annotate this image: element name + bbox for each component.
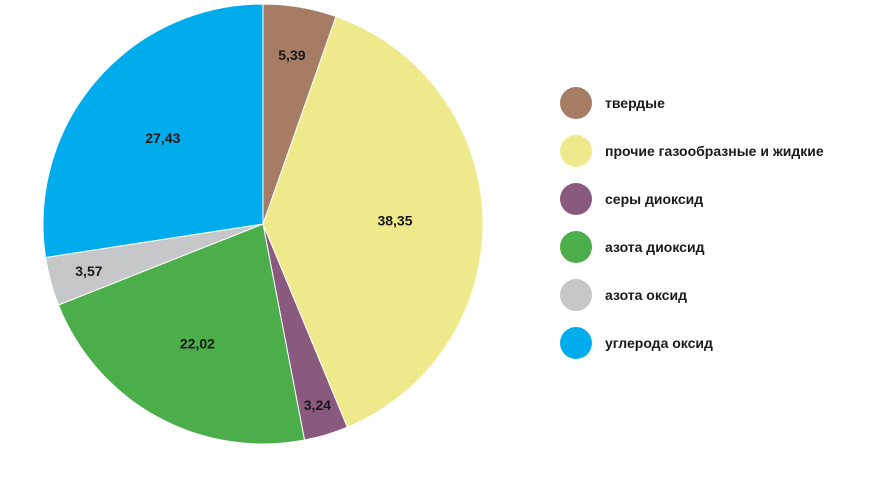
slice-value-label-4: 22,02 <box>180 336 215 352</box>
pie-slice-4 <box>57 223 306 445</box>
legend-marker-3 <box>560 183 592 215</box>
pie-slice-2 <box>262 15 484 428</box>
pie-value-labels: 5,39 38,35 3,24 22,02 3,57 27,43 <box>75 47 412 413</box>
legend-label-4: азота диоксид <box>605 239 705 255</box>
legend-label-3: серы диоксид <box>605 191 703 207</box>
legend-marker-2 <box>560 135 592 167</box>
legend-marker-1 <box>560 87 592 119</box>
legend-marker-6 <box>560 327 592 359</box>
legend-label-2: прочие газообразные и жидкие <box>605 143 824 159</box>
legend-label-5: азота оксид <box>605 287 687 303</box>
legend-label-1: твердые <box>605 95 665 111</box>
legend: твердые прочие газообразные и жидкие серы … <box>560 87 824 359</box>
legend-label-6: углерода оксид <box>605 335 713 351</box>
pie-slice-6 <box>42 3 264 259</box>
legend-marker-5 <box>560 279 592 311</box>
slice-value-label-1: 5,39 <box>278 47 305 63</box>
slice-value-label-5: 3,57 <box>75 263 102 279</box>
slice-value-label-2: 38,35 <box>377 212 412 228</box>
legend-marker-4 <box>560 231 592 263</box>
slice-value-label-6: 27,43 <box>145 130 180 146</box>
pie-slices <box>42 3 484 445</box>
slice-value-label-3: 3,24 <box>304 397 331 413</box>
